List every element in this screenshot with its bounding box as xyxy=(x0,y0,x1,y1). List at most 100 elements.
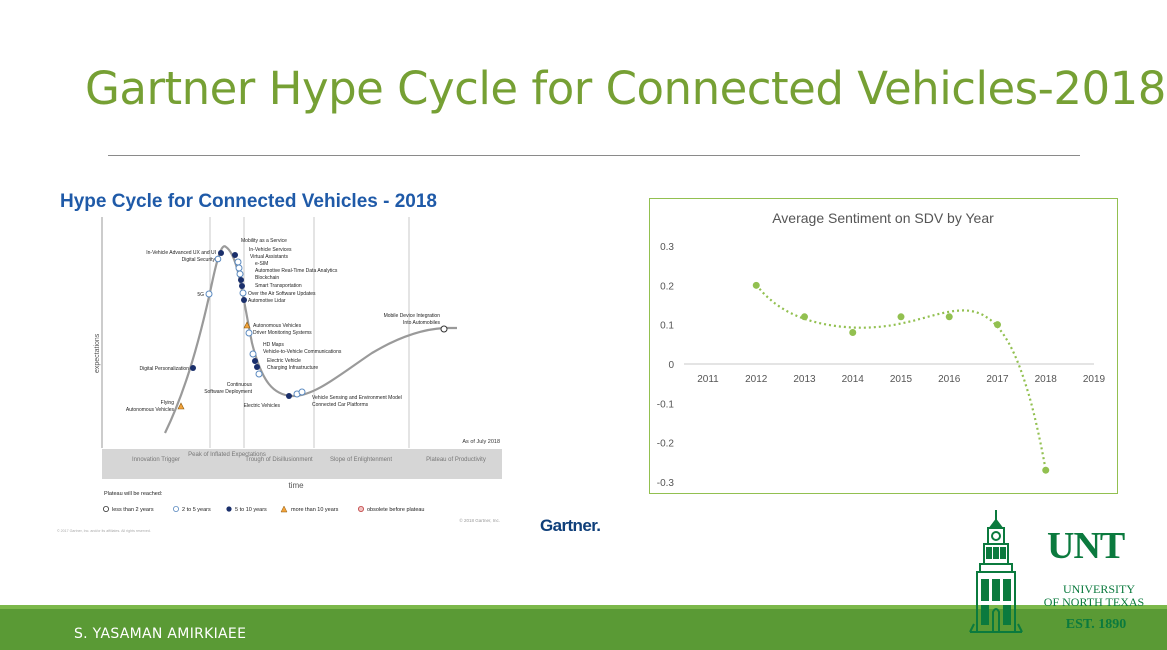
y-tick-label: 0 xyxy=(668,360,674,371)
tech-marker xyxy=(286,393,292,399)
tech-marker xyxy=(241,297,247,303)
tech-label: Digital Personalization xyxy=(140,366,190,372)
data-point xyxy=(752,281,760,289)
phase-label: Innovation Trigger xyxy=(132,457,180,463)
phase-label: Slope of Enlightenment xyxy=(330,457,392,463)
tech-label: HD Maps xyxy=(263,342,284,348)
tech-marker xyxy=(252,358,258,364)
sentiment-chart: Average Sentiment on SDV by Year 0.3 0.2 0… xyxy=(649,198,1118,494)
tech-marker xyxy=(239,289,247,297)
y-tick-label: -0.3 xyxy=(657,478,675,489)
tech-label: Continuous xyxy=(227,382,253,388)
data-point xyxy=(897,313,905,321)
tech-label: Mobile Device Integration xyxy=(384,313,441,319)
x-tick-label: 2012 xyxy=(745,374,768,385)
x-tick-label: 2017 xyxy=(986,374,1009,385)
tech-label: Automotive Real-Time Data Analytics xyxy=(255,268,338,274)
legend-item: obsolete before plateau xyxy=(367,507,425,513)
legend-item: 2 to 5 years xyxy=(182,507,211,513)
data-point xyxy=(994,321,1001,329)
copyright: © 2018 Gartner, Inc. xyxy=(459,517,500,523)
tech-marker-triangle xyxy=(243,321,251,329)
x-tick-label: 2018 xyxy=(1035,374,1058,385)
data-point xyxy=(849,329,857,337)
tech-marker xyxy=(236,270,244,278)
phase-label: Plateau of Productivity xyxy=(426,457,486,463)
unt-north-texas: OF NORTH TEXAS xyxy=(1044,595,1144,609)
phase-label: Peak of Inflated Expectations xyxy=(188,452,266,458)
title-divider xyxy=(108,155,1080,156)
legend-marker xyxy=(226,506,232,512)
y-axis-label: expectations xyxy=(94,333,101,373)
tech-marker xyxy=(440,325,448,333)
tech-label: In-Vehicle Advanced UX and UI xyxy=(146,250,216,256)
legend-marker-triangle xyxy=(280,505,288,513)
tech-marker xyxy=(232,252,238,258)
gartner-logo: Gartner. xyxy=(540,516,600,535)
hype-curve xyxy=(164,245,457,434)
data-point xyxy=(1042,466,1050,474)
tech-marker xyxy=(234,258,242,266)
y-tick-label: -0.2 xyxy=(657,439,675,450)
tech-label: Blockchain xyxy=(255,275,279,281)
tech-marker xyxy=(190,365,196,371)
tech-marker xyxy=(245,329,253,337)
clock-tower-icon xyxy=(969,510,1023,633)
hype-cycle-title: Hype Cycle for Connected Vehicles - 2018 xyxy=(60,191,437,212)
tech-label: Into Automobiles xyxy=(403,320,440,326)
footnote: © 2017 Gartner, Inc. and/or its affiliat… xyxy=(57,529,151,533)
x-tick-label: 2019 xyxy=(1083,374,1106,385)
tech-marker xyxy=(239,283,245,289)
tech-label: Driver Monitoring Systems xyxy=(253,330,312,336)
y-tick-label: 0.1 xyxy=(660,321,674,332)
author-name: S. YASAMAN AMIRKIAEE xyxy=(74,626,247,642)
phase-label: Trough of Disillusionment xyxy=(245,457,313,463)
legend-item: less than 2 years xyxy=(112,507,154,513)
x-axis-label: time xyxy=(288,481,304,490)
tech-label: Electric Vehicle xyxy=(267,358,301,364)
legend-item: 5 to 10 years xyxy=(235,507,267,513)
tech-marker-triangle xyxy=(177,402,185,410)
unt-university: UNIVERSITY xyxy=(1063,582,1135,596)
tech-label: e-SIM xyxy=(255,261,268,267)
x-tick-label: 2013 xyxy=(793,374,816,385)
tech-label: Autonomous Vehicles xyxy=(126,407,175,413)
tech-label: Smart Transportation xyxy=(255,283,302,289)
legend-item: more than 10 years xyxy=(291,507,339,513)
tech-marker xyxy=(255,370,263,378)
tech-label: Vehicle Sensing and Environment Model xyxy=(312,395,402,401)
tech-marker xyxy=(254,364,260,370)
tech-label: Digital Security xyxy=(182,257,216,263)
unt-wordmark: UNT xyxy=(1047,525,1125,567)
as-of-date: As of July 2018 xyxy=(462,439,500,445)
data-point xyxy=(801,313,808,321)
slide-title: Gartner Hype Cycle for Connected Vehicle… xyxy=(85,62,1166,115)
tech-label: Virtual Assistants xyxy=(250,254,288,260)
tech-marker xyxy=(298,388,306,396)
sentiment-chart-plot: Average Sentiment on SDV by Year 0.3 0.2 0… xyxy=(657,210,1106,489)
y-tick-label: 0.2 xyxy=(660,281,674,292)
tech-label: Over the Air Software Updates xyxy=(248,291,316,297)
x-tick-label: 2015 xyxy=(890,374,913,385)
tech-label: Mobility as a Service xyxy=(241,238,287,244)
data-point xyxy=(945,313,953,321)
footer-band xyxy=(0,605,1167,650)
unt-logo: UNT UNIVERSITY OF NORTH TEXAS EST. 1890 xyxy=(969,510,1144,633)
phase-band xyxy=(102,449,502,479)
legend-title: Plateau will be reached: xyxy=(104,491,163,497)
hype-cycle-figure: Hype Cycle for Connected Vehicles - 2018… xyxy=(57,191,601,535)
tech-marker xyxy=(214,255,222,263)
tech-label: Connected Car Platforms xyxy=(312,402,369,408)
tech-marker xyxy=(205,290,213,298)
y-tick-label: -0.1 xyxy=(657,399,675,410)
tech-label: Automotive Lidar xyxy=(248,298,286,304)
legend-marker xyxy=(357,505,364,512)
legend-marker xyxy=(173,505,180,512)
tech-label: Vehicle-to-Vehicle Communications xyxy=(263,349,342,355)
tech-marker xyxy=(238,277,244,283)
tech-label: 5G xyxy=(197,292,204,298)
tech-label: Charging Infrastructure xyxy=(267,365,318,371)
x-tick-label: 2016 xyxy=(938,374,961,385)
tech-marker xyxy=(249,350,257,358)
tech-marker xyxy=(218,250,224,256)
